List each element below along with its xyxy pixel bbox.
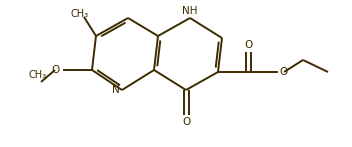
Text: O: O: [279, 67, 287, 77]
Text: CH₃: CH₃: [71, 9, 89, 19]
Text: NH: NH: [182, 6, 198, 16]
Text: O: O: [52, 65, 60, 75]
Text: O: O: [244, 40, 252, 50]
Text: CH₃: CH₃: [29, 70, 47, 80]
Text: O: O: [182, 117, 190, 127]
Text: N: N: [112, 85, 120, 95]
